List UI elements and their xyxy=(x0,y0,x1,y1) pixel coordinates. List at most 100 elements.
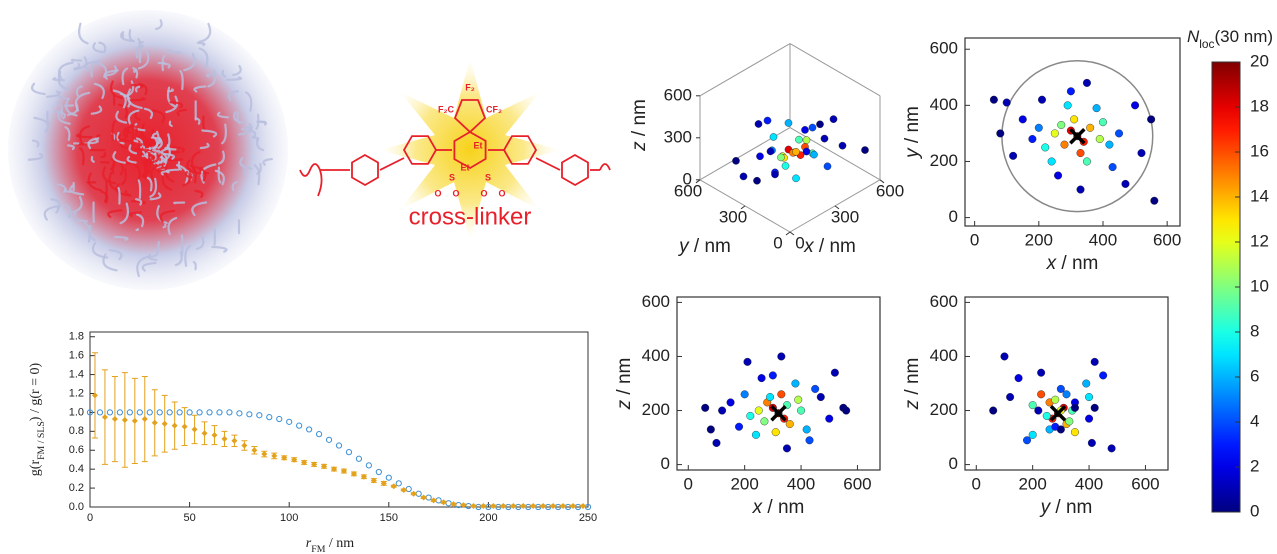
y-tick-label: 0 xyxy=(949,207,958,226)
data-point xyxy=(196,409,203,416)
microgel-strand xyxy=(190,150,201,171)
data-point xyxy=(996,129,1005,138)
microgel-strand xyxy=(120,168,127,186)
data-point xyxy=(1042,411,1051,420)
data-point xyxy=(1054,171,1063,180)
x-tick xyxy=(789,231,795,236)
x-axis-label: x / nm xyxy=(1046,253,1099,274)
data-point xyxy=(1028,135,1037,144)
data-point xyxy=(805,436,814,445)
data-point xyxy=(1028,401,1037,410)
data-point xyxy=(370,477,377,484)
x-tick-label: 0 xyxy=(972,474,981,493)
x-tick-label: 0 xyxy=(970,230,979,249)
microgel-strand xyxy=(147,153,156,161)
data-point xyxy=(460,502,467,509)
microgel-strand xyxy=(207,69,217,88)
microgel-strand xyxy=(183,52,196,72)
microgel-strand xyxy=(196,41,206,47)
microgel-strand xyxy=(121,67,129,86)
data-point xyxy=(782,444,791,453)
microgel-strand xyxy=(168,120,173,127)
data-point xyxy=(395,480,402,487)
y-tick-label: 0.0 xyxy=(69,501,84,513)
y-axis-label: z / nm xyxy=(614,358,635,411)
data-point xyxy=(756,152,764,161)
microgel-strand xyxy=(133,68,138,73)
data-point xyxy=(739,172,748,181)
data-point xyxy=(400,486,407,493)
microgel-strand xyxy=(184,244,192,267)
microgel-strand xyxy=(143,159,149,180)
microgel-strand xyxy=(149,192,162,201)
y-axis-label: y / nm xyxy=(902,106,923,160)
data-point xyxy=(430,497,437,504)
microgel-strand xyxy=(57,91,71,101)
polymer-chain xyxy=(299,163,611,197)
microgel-strand xyxy=(113,235,129,241)
microgel-strand xyxy=(151,109,166,124)
microgel-strand xyxy=(142,157,147,166)
microgel-strand xyxy=(67,144,75,151)
x-axis-label-part: x xyxy=(1046,253,1058,274)
data-point xyxy=(753,176,761,185)
data-point xyxy=(510,503,517,510)
data-point xyxy=(1037,390,1046,399)
microgel-strand xyxy=(27,152,44,161)
x-axis-label-part: x xyxy=(803,236,815,257)
data-point xyxy=(166,409,173,416)
microgel-strand xyxy=(31,139,40,148)
microgel-strand xyxy=(156,166,168,173)
microgel-strand xyxy=(135,45,141,59)
microgel-strand xyxy=(57,101,64,118)
data-point xyxy=(726,398,735,407)
atom-label: O xyxy=(452,188,459,198)
microgel-strand xyxy=(98,41,107,54)
microgel-strand xyxy=(132,67,139,79)
atom-label: Et xyxy=(474,140,483,150)
data-point xyxy=(1087,438,1096,447)
microgel-strand xyxy=(161,62,171,69)
data-point xyxy=(706,425,715,434)
data-point xyxy=(1098,118,1107,127)
data-point xyxy=(816,393,825,402)
data-point xyxy=(842,406,851,415)
y-tick xyxy=(740,205,746,210)
data-point xyxy=(325,436,333,443)
microgel-strand xyxy=(136,213,145,228)
microgel-strand xyxy=(217,166,222,184)
data-point xyxy=(754,406,763,415)
data-point xyxy=(1056,384,1065,393)
data-point xyxy=(181,423,188,430)
x-tick-label: 600 xyxy=(1131,474,1159,493)
x-tick xyxy=(879,179,885,184)
plot-frame xyxy=(964,296,1169,471)
microgel-strand xyxy=(166,49,182,54)
microgel-strand xyxy=(239,157,253,170)
ring xyxy=(402,135,438,165)
microgel-strand xyxy=(167,88,174,93)
data-point xyxy=(1086,123,1095,132)
data-point xyxy=(315,431,323,438)
colorbar-label-part: N xyxy=(1187,27,1200,46)
microgel-strand xyxy=(131,200,146,205)
x-tick xyxy=(834,205,840,210)
data-point xyxy=(1108,163,1117,172)
data-point xyxy=(838,141,847,150)
data-point xyxy=(766,147,775,156)
data-point xyxy=(306,426,313,433)
y-tick-label: 200 xyxy=(930,151,958,170)
y-tick-label: 1.4 xyxy=(69,368,84,380)
x-tick-label: 600 xyxy=(843,474,871,493)
microgel-strand xyxy=(128,29,134,42)
data-point xyxy=(1095,135,1104,144)
microgel-strand xyxy=(232,64,242,77)
data-point xyxy=(802,147,811,156)
microgel-strand xyxy=(64,126,71,142)
data-point xyxy=(829,115,838,123)
data-point xyxy=(201,430,208,437)
data-point xyxy=(500,503,507,510)
data-point xyxy=(141,416,148,423)
y-tick xyxy=(785,231,791,236)
data-point xyxy=(345,449,353,456)
